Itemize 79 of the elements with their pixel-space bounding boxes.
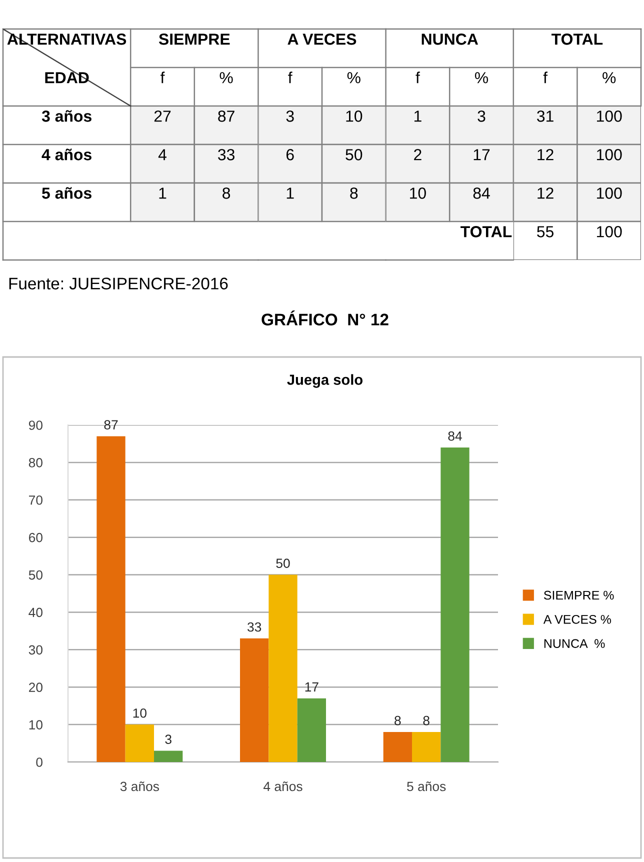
bar: [268, 574, 298, 762]
chart-title: SIEMPRE: [158, 34, 230, 45]
y-tick-label: 50: [28, 570, 42, 580]
data-label: 3: [286, 110, 294, 122]
source-note: Fuente: JUESIPENCRE-2016: [9, 278, 228, 290]
bar: [240, 638, 269, 762]
data-label: 4: [158, 149, 166, 160]
data-label: 100: [596, 110, 622, 122]
data-label: 8: [423, 716, 430, 726]
data-label: 50: [276, 558, 290, 568]
text: GRÁFICO N° 12: [262, 310, 388, 326]
y-tick-label: 80: [28, 458, 42, 468]
data-label: 17: [474, 149, 490, 160]
y-tick-label: 10: [29, 720, 42, 730]
x-tick-label: f: [543, 72, 548, 84]
data-label: 84: [448, 431, 462, 441]
data-label: 1: [159, 188, 166, 199]
y-tick-label: 60: [28, 532, 42, 542]
data-label: 6: [286, 149, 294, 160]
bar: [154, 750, 183, 762]
data-label: 17: [305, 682, 318, 692]
data-label: 27: [154, 110, 171, 122]
data-label: 1: [286, 188, 294, 199]
data-label: 1: [414, 110, 422, 122]
data-label: 100: [596, 149, 622, 160]
x-tick-label: f: [160, 72, 165, 84]
y-tick-label: 20: [28, 682, 42, 692]
y-tick-label: 3 años: [42, 110, 92, 122]
data-label: 10: [410, 188, 426, 199]
data-label: 31: [537, 110, 554, 122]
data-label: 33: [248, 622, 262, 632]
data-label: 10: [133, 708, 146, 718]
x-tick-label: 3 años: [120, 782, 159, 792]
data-label: 3: [165, 734, 172, 744]
chart-title: NUNCA: [422, 34, 478, 45]
x-tick-label: %: [602, 72, 616, 84]
data-label: 8: [394, 716, 401, 726]
y-tick-label: 0: [36, 758, 42, 767]
legend-label: NUNCA %: [544, 639, 605, 648]
text: TOTAL: [460, 226, 512, 238]
data-label: 87: [218, 110, 234, 122]
y-tick-label: 40: [28, 608, 42, 618]
data-label: 55: [537, 226, 554, 238]
chart-title: Juega solo: [287, 374, 363, 388]
data-label: 12: [538, 149, 554, 160]
x-tick-label: %: [220, 72, 233, 84]
data-label: 100: [596, 226, 622, 238]
y-tick-label: 70: [29, 495, 42, 505]
x-tick-label: 4 años: [263, 782, 302, 792]
x-tick-label: 5 años: [407, 782, 446, 792]
x-tick-label: f: [416, 72, 420, 84]
y-tick-label: 5 años: [42, 187, 92, 199]
y-tick-label: 4 años: [42, 148, 92, 160]
chart-title: A VECES: [288, 34, 356, 45]
data-label: 100: [596, 188, 622, 199]
x-tick-label: %: [474, 72, 488, 84]
bar: [125, 724, 154, 762]
data-label: 33: [218, 149, 234, 160]
bar: [383, 732, 412, 762]
data-label: 10: [346, 110, 362, 122]
data-label: 8: [222, 188, 230, 199]
legend-label: SIEMPRE %: [544, 590, 614, 600]
x-tick-label: %: [347, 72, 360, 84]
x-tick-label: f: [288, 72, 292, 84]
data-label: 3: [478, 110, 486, 122]
data-label: 8: [350, 188, 358, 199]
bar: [297, 698, 326, 762]
data-label: 50: [346, 149, 362, 160]
legend-label: A VECES %: [543, 614, 612, 624]
bar: [96, 436, 126, 762]
bar: [440, 447, 470, 762]
data-label: 12: [538, 188, 554, 199]
data-label: 84: [473, 188, 490, 199]
y-tick-label: 90: [28, 420, 42, 430]
data-label: 2: [414, 149, 422, 160]
bar: [412, 732, 441, 762]
y-tick-label: 30: [28, 645, 42, 655]
data-label: 87: [104, 420, 118, 430]
chart-title: TOTAL: [551, 34, 603, 45]
